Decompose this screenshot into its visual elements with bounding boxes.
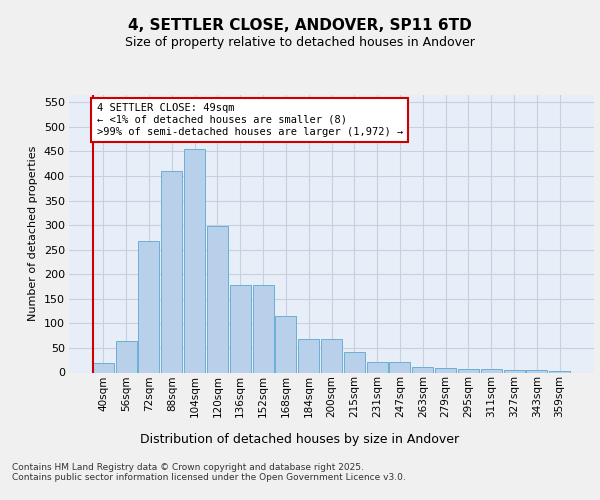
- Bar: [367, 362, 388, 372]
- Y-axis label: Number of detached properties: Number of detached properties: [28, 146, 38, 322]
- Bar: [139, 241, 160, 372]
- Bar: [298, 339, 319, 372]
- Bar: [275, 316, 296, 372]
- Bar: [116, 340, 137, 372]
- Text: Contains HM Land Registry data © Crown copyright and database right 2025.
Contai: Contains HM Land Registry data © Crown c…: [12, 462, 406, 482]
- Bar: [321, 339, 342, 372]
- Bar: [207, 226, 228, 372]
- Text: Size of property relative to detached houses in Andover: Size of property relative to detached ho…: [125, 36, 475, 49]
- Bar: [412, 366, 433, 372]
- Bar: [344, 352, 365, 372]
- Bar: [458, 368, 479, 372]
- Bar: [549, 370, 570, 372]
- Text: 4 SETTLER CLOSE: 49sqm
← <1% of detached houses are smaller (8)
>99% of semi-det: 4 SETTLER CLOSE: 49sqm ← <1% of detached…: [97, 104, 403, 136]
- Bar: [481, 368, 502, 372]
- Text: 4, SETTLER CLOSE, ANDOVER, SP11 6TD: 4, SETTLER CLOSE, ANDOVER, SP11 6TD: [128, 18, 472, 32]
- Bar: [184, 149, 205, 372]
- Bar: [253, 285, 274, 372]
- Bar: [93, 362, 114, 372]
- Bar: [389, 362, 410, 372]
- Bar: [503, 370, 524, 372]
- Bar: [526, 370, 547, 372]
- Text: Distribution of detached houses by size in Andover: Distribution of detached houses by size …: [140, 432, 460, 446]
- Bar: [230, 285, 251, 372]
- Bar: [161, 171, 182, 372]
- Bar: [435, 368, 456, 372]
